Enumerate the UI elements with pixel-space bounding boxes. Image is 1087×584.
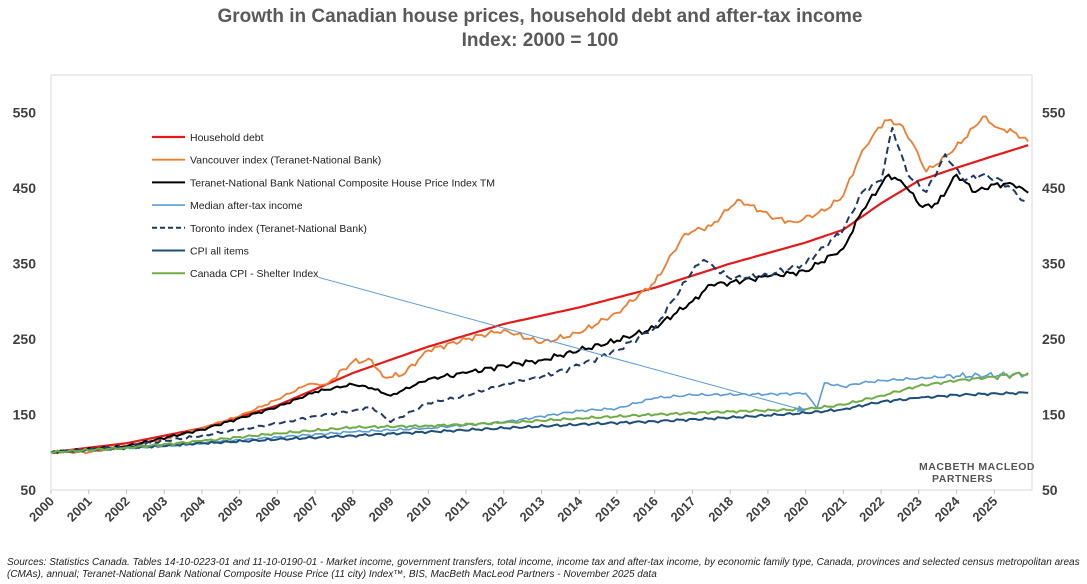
- x-tick-label: 2020: [781, 494, 812, 525]
- series-line: [50, 391, 1029, 455]
- x-tick-label: 2005: [215, 494, 246, 525]
- legend-label: Canada CPI - Shelter Index: [190, 268, 319, 280]
- series-line: [50, 173, 1029, 454]
- legend: Household debt Vancouver index (Teranet-N…: [152, 132, 495, 280]
- y-tick-right: 550: [1042, 105, 1066, 121]
- legend-label: Median after-tax income: [190, 200, 303, 212]
- annotation-arrow: [317, 276, 806, 412]
- y-tick-left: 350: [13, 256, 37, 272]
- x-tick-label: 2010: [403, 494, 434, 525]
- x-tick-label: 2004: [177, 493, 209, 525]
- series-line: [50, 115, 1029, 455]
- y-tick-left: 150: [13, 407, 37, 423]
- y-tick-left: 450: [13, 180, 37, 196]
- x-tick-label: 2000: [26, 494, 57, 525]
- series-line: [50, 126, 1025, 454]
- x-tick-label: 2014: [554, 493, 586, 525]
- right-y-axis: 50 150 250 350 450 550: [1042, 105, 1066, 498]
- x-tick-label: 2003: [139, 494, 170, 525]
- x-tick-label: 2013: [517, 494, 548, 525]
- x-tick-label: 2001: [64, 494, 95, 525]
- x-tick-label: 2021: [818, 494, 849, 525]
- y-tick-left: 550: [13, 105, 37, 121]
- y-tick-right: 150: [1042, 407, 1066, 423]
- y-tick-left: 250: [13, 331, 37, 347]
- annotation-arrowhead: [796, 405, 806, 413]
- x-tick-label: 2012: [479, 494, 510, 525]
- legend-label: Toronto index (Teranet-National Bank): [190, 223, 367, 235]
- y-tick-right: 450: [1042, 180, 1066, 196]
- y-tick-right: 350: [1042, 256, 1066, 272]
- legend-label: Household debt: [190, 132, 264, 144]
- x-tick-label: 2016: [630, 494, 661, 525]
- legend-label: CPI all items: [190, 246, 249, 258]
- x-axis: 2000 2001 2002 2003 2004 2005 2006 2007 2008 2009…: [26, 490, 1000, 525]
- x-tick-label: 2015: [592, 494, 623, 525]
- brand-line-2: PARTNERS: [932, 473, 993, 485]
- y-tick-right: 50: [1042, 482, 1058, 498]
- brand-line-1: MACBETH MACLEOD: [919, 461, 1035, 473]
- x-tick-label: 2002: [102, 494, 133, 525]
- chart-title: Growth in Canadian house prices, househo…: [217, 6, 862, 27]
- x-tick-label: 2006: [252, 494, 283, 525]
- source-note: Sources: Statistics Canada. Tables 14-10…: [7, 557, 1080, 580]
- x-tick-label: 2017: [667, 494, 698, 525]
- x-tick-label: 2018: [705, 494, 736, 525]
- legend-label: Teranet-National Bank National Composite…: [190, 177, 495, 189]
- x-tick-label: 2022: [856, 494, 887, 525]
- x-tick-label: 2019: [743, 494, 774, 525]
- series-line: [50, 371, 1029, 454]
- x-tick-label: 2007: [290, 494, 321, 525]
- series-line: [50, 144, 1029, 454]
- x-tick-label: 2025: [969, 494, 1000, 525]
- x-tick-label: 2008: [328, 494, 359, 525]
- left-y-axis: 50 150 250 350 450 550: [13, 105, 37, 498]
- x-tick-label: 2009: [366, 494, 397, 525]
- legend-label: Vancouver index (Teranet-National Bank): [190, 155, 381, 167]
- y-tick-right: 250: [1042, 331, 1066, 347]
- x-tick-label: 2024: [932, 493, 964, 525]
- y-tick-left: 50: [20, 482, 36, 498]
- chart-subtitle: Index: 2000 = 100: [462, 30, 619, 51]
- x-tick-label: 2023: [894, 494, 925, 525]
- x-tick-label: 2011: [442, 494, 473, 525]
- series-lines: [50, 115, 1029, 455]
